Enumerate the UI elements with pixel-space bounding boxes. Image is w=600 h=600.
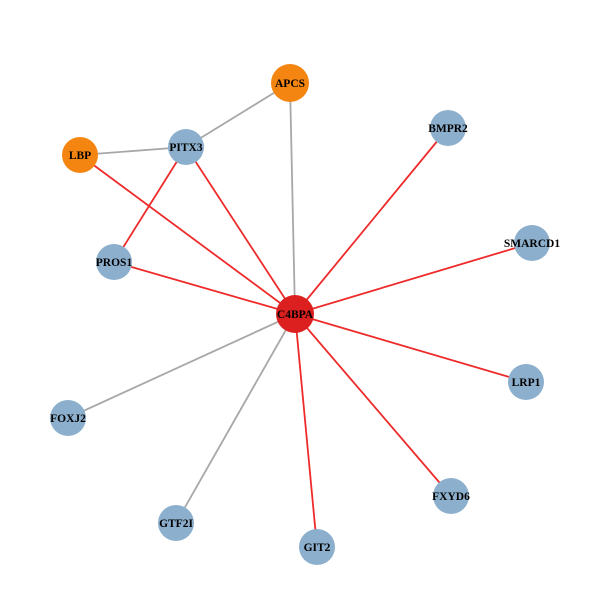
node-label-GIT2: GIT2 (304, 542, 331, 554)
node-C4BPA (276, 295, 314, 333)
node-APCS (271, 64, 309, 102)
node-label-LBP: LBP (69, 150, 91, 162)
node-label-LRP1: LRP1 (512, 377, 541, 389)
edge-C4BPA-FXYD6 (294, 313, 452, 497)
edge-PITX3-APCS (185, 82, 291, 148)
node-BMPR2 (430, 110, 466, 146)
edge-C4BPA-BMPR2 (294, 127, 449, 315)
edge-C4BPA-LRP1 (294, 313, 527, 383)
edge-C4BPA-FOXJ2 (67, 313, 296, 419)
node-GIT2 (299, 529, 335, 565)
node-label-SMARCD1: SMARCD1 (504, 238, 560, 250)
edge-C4BPA-GTF2I (175, 313, 296, 524)
node-label-GTF2I: GTF2I (159, 518, 193, 530)
edge-C4BPA-PITX3 (185, 146, 296, 315)
node-PROS1 (96, 244, 132, 280)
node-label-FXYD6: FXYD6 (432, 491, 470, 503)
node-label-C4BPA: C4BPA (277, 309, 314, 321)
node-label-PITX3: PITX3 (169, 142, 202, 154)
node-label-APCS: APCS (275, 78, 305, 90)
edge-C4BPA-GIT2 (294, 313, 318, 548)
node-LBP (62, 137, 98, 173)
node-PITX3 (168, 129, 204, 165)
node-label-PROS1: PROS1 (96, 257, 133, 269)
edge-PITX3-PROS1 (113, 146, 187, 263)
edge-C4BPA-LBP (79, 154, 296, 315)
edge-C4BPA-SMARCD1 (294, 242, 533, 315)
edge-C4BPA-APCS (289, 82, 296, 315)
node-FOXJ2 (50, 400, 86, 436)
edge-C4BPA-PROS1 (113, 261, 296, 315)
node-FXYD6 (433, 478, 469, 514)
node-GTF2I (158, 505, 194, 541)
node-SMARCD1 (514, 225, 550, 261)
node-label-FOXJ2: FOXJ2 (50, 413, 86, 425)
node-LRP1 (508, 364, 544, 400)
node-label-BMPR2: BMPR2 (428, 123, 468, 135)
